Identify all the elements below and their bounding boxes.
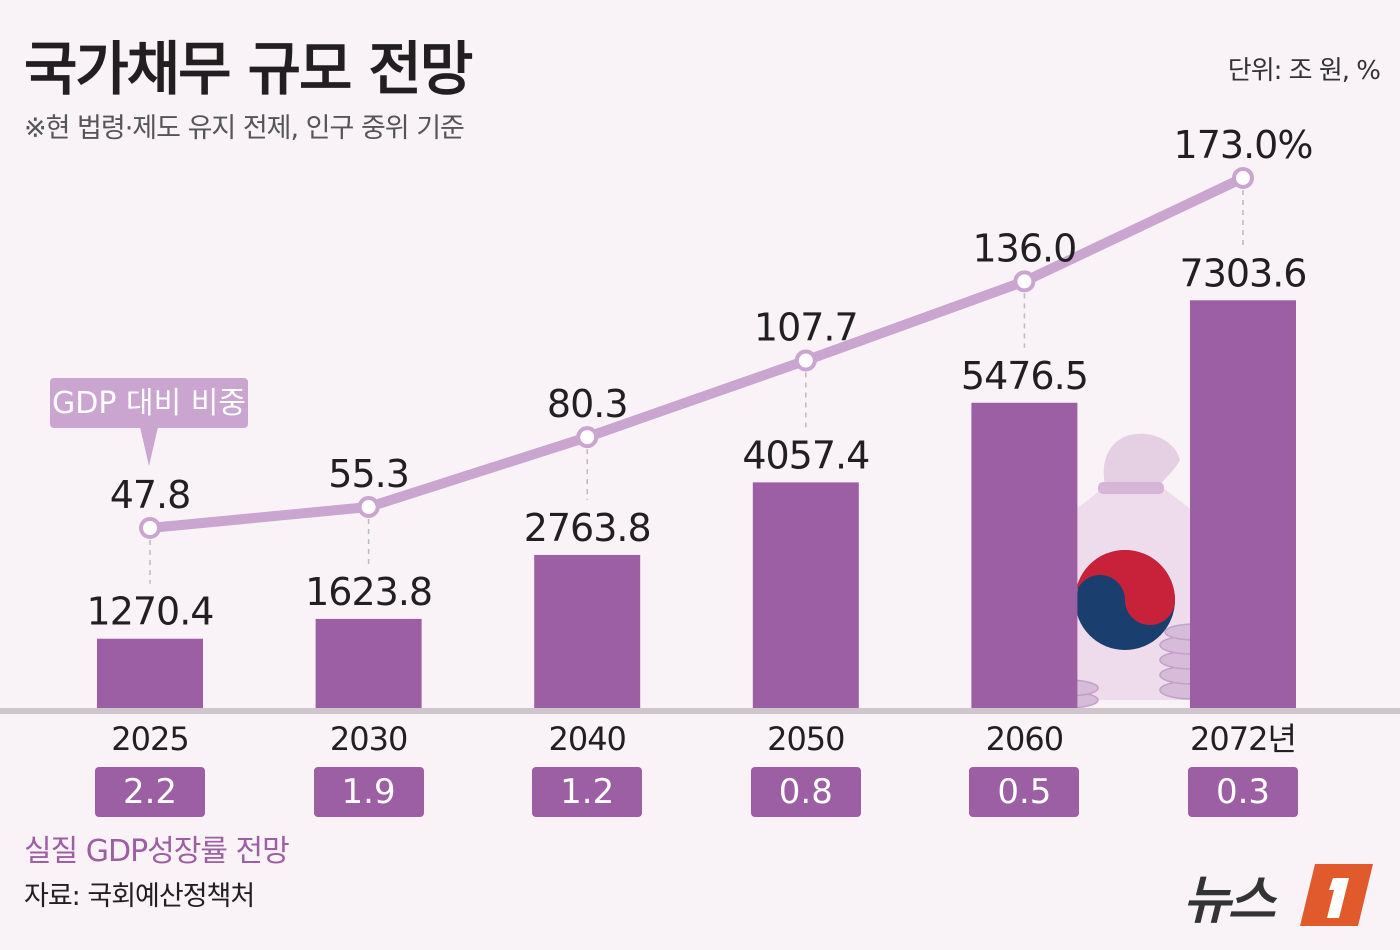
line-value-label: 107.7 [754,306,858,350]
gdp-ratio-line [149,173,1246,533]
growth-rate-box: 1.2 [532,767,643,817]
growth-rate-label: 실질 GDP성장률 전망 [24,834,290,869]
line-point [1013,270,1036,293]
x-tick-label: 2050 [767,720,844,758]
growth-rate-box: 2.2 [95,767,205,817]
line-point [357,496,380,519]
news1-logo: 뉴스 [1183,864,1373,931]
chart-subtitle: ※현 법령·제도 유지 전제, 인구 중위 기준 [24,113,465,144]
bar-2060 [971,402,1078,710]
x-tick-label: 2025 [111,720,188,758]
growth-rate-box: 0.8 [750,767,861,817]
x-tick-label: 2072년 [1190,720,1296,758]
line-legend-callout: GDP 대비 비중 [50,378,248,466]
svg-text:뉴스: 뉴스 [1183,871,1278,931]
line-value-label: 47.8 [110,473,191,517]
line-point [794,349,817,372]
line-value-label: 136.0 [973,226,1077,270]
line-value-label: 55.3 [328,452,409,496]
line-point [1232,166,1254,189]
line-legend-label: GDP 대비 비중 [52,386,246,421]
bar-2040 [534,554,641,710]
growth-rate-box: 0.5 [969,767,1080,817]
bar-2025 [97,638,203,710]
chart-title: 국가채무 규모 전망 [24,35,473,103]
line-value-label: 80.3 [547,382,628,426]
bar-value-label: 1623.8 [305,570,432,614]
line-value-label: 173.0% [1174,123,1313,167]
x-tick-label: 2040 [548,720,625,758]
growth-rate-box: 1.9 [313,767,424,817]
growth-rate-box: 0.3 [1188,767,1298,817]
x-tick-label: 2030 [330,720,407,758]
source-text: 자료: 국회예산정책처 [24,881,255,912]
unit-label: 단위: 조 원, % [1227,56,1381,86]
x-axis-baseline [0,708,1400,714]
bar-2072년 [1190,300,1296,710]
line-point [139,517,161,539]
bar-value-label: 5476.5 [961,354,1088,398]
bar-value-label: 2763.8 [524,506,651,550]
bar-value-label: 7303.6 [1180,251,1307,295]
bar-2030 [315,618,422,710]
bar-2050 [752,482,859,710]
x-tick-label: 2060 [986,720,1063,758]
line-point [576,426,599,449]
bar-value-label: 1270.4 [87,590,214,634]
bar-value-label: 4057.4 [742,433,869,477]
